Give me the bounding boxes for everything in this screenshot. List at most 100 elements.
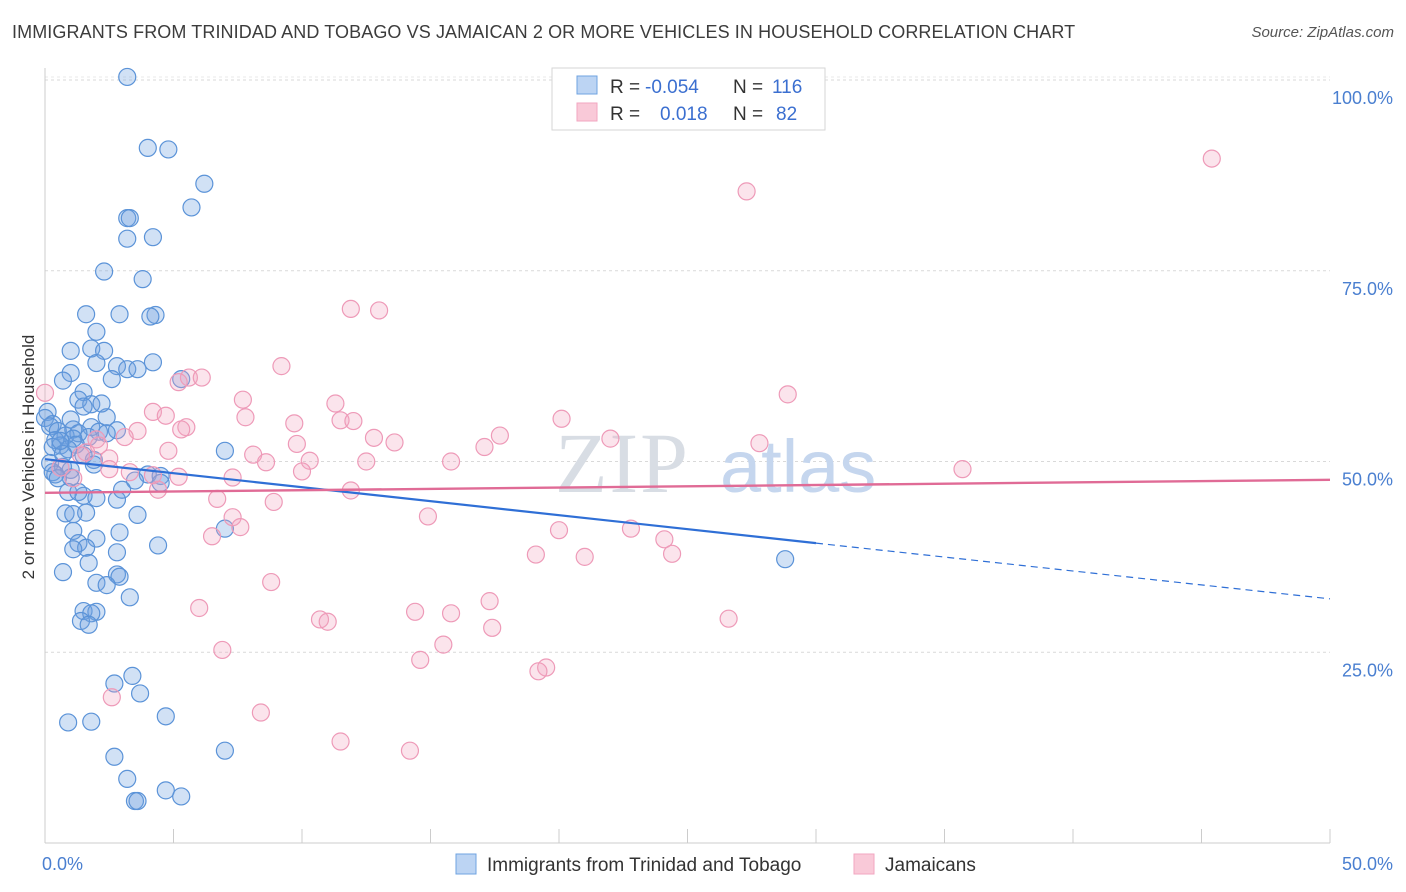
- pink-point-54: [526, 545, 545, 564]
- axes: [44, 68, 1331, 844]
- grid: [45, 76, 1330, 653]
- blue-point-102: [59, 713, 78, 732]
- blue-trend-line: [44, 458, 817, 545]
- pink-point-36: [256, 453, 276, 472]
- blue-point-12: [77, 305, 96, 324]
- bottom-legend-label-pink: Jamaicans: [885, 855, 976, 876]
- blue-point-19: [87, 353, 106, 373]
- blue-point-104: [215, 741, 234, 760]
- pink-point-13: [156, 406, 175, 425]
- blue-point-85: [79, 553, 98, 573]
- pink-point-35: [441, 452, 461, 471]
- legend-r-label-1: R =: [610, 77, 640, 98]
- pink-point-77: [71, 446, 91, 465]
- pink-point-2: [341, 299, 360, 318]
- pink-point-41: [169, 467, 188, 486]
- pink-point-76: [115, 427, 134, 447]
- legend-r-label-2: R =: [610, 104, 640, 125]
- pink-point-79: [385, 433, 404, 452]
- blue-point-73: [56, 504, 75, 523]
- pink-point-25: [750, 434, 769, 453]
- blue-point-115: [92, 394, 111, 413]
- pink-point-26: [287, 434, 306, 454]
- pink-point-51: [549, 521, 569, 540]
- pink-point-43: [148, 480, 168, 499]
- watermark-zip: ZIP: [555, 415, 690, 511]
- blue-point-34: [97, 408, 116, 427]
- blue-point-51: [215, 441, 234, 460]
- pink-point-60: [405, 602, 425, 621]
- legend-box: R = -0.054 N = 116 R = 0.018 N = 82: [551, 67, 826, 131]
- pink-point-78: [223, 468, 242, 487]
- pink-point-39: [120, 463, 139, 482]
- pink-point-63: [318, 612, 337, 631]
- blue-point-26: [102, 369, 121, 389]
- pink-point-42: [64, 469, 83, 488]
- blue-point-7: [118, 229, 137, 248]
- pink-point-50: [202, 527, 222, 546]
- blue-point-44: [69, 424, 88, 443]
- blue-point-4: [182, 198, 201, 217]
- y-tick-label-2: 50.0%: [1342, 470, 1393, 490]
- blue-point-100: [130, 684, 150, 703]
- bottom-legend: Immigrants from Trinidad and Tobago Jama…: [455, 853, 976, 876]
- pink-point-3: [370, 301, 389, 320]
- blue-point-96: [79, 615, 98, 634]
- blue-point-99: [105, 674, 124, 693]
- blue-point-1: [138, 138, 157, 158]
- pink-point-38: [100, 460, 119, 479]
- pink-point-58: [480, 592, 499, 611]
- pink-point-67: [213, 640, 232, 660]
- pink-point-20: [172, 420, 191, 439]
- blue-point-27: [172, 369, 191, 389]
- blue-point-69: [87, 489, 106, 508]
- x-tick-label-0: 0.0%: [42, 854, 83, 874]
- pink-point-0: [1202, 149, 1221, 168]
- blue-point-98: [123, 666, 142, 686]
- blue-point-84: [107, 543, 127, 562]
- blue-point-83: [64, 540, 83, 559]
- pink-point-72: [251, 703, 270, 722]
- pink-point-71: [102, 688, 121, 707]
- pink-point-81: [601, 429, 620, 448]
- pink-point-30: [159, 441, 178, 460]
- blue-trend-extension: [815, 542, 1331, 600]
- pink-point-5: [179, 368, 199, 387]
- blue-point-31: [74, 397, 93, 416]
- pink-point-37: [51, 458, 70, 477]
- y-tick-label-1: 75.0%: [1342, 279, 1393, 299]
- pink-point-59: [190, 598, 209, 618]
- blue-point-8: [143, 228, 163, 247]
- blue-point-81: [148, 536, 168, 555]
- series-pink-points: [35, 149, 1221, 760]
- pink-point-46: [264, 492, 283, 512]
- blue-point-0: [118, 67, 137, 87]
- blue-point-24: [61, 363, 80, 383]
- pink-point-55: [575, 547, 594, 566]
- chart-source: Source: ZipAtlas.com: [1251, 24, 1394, 41]
- pink-point-64: [719, 609, 738, 628]
- blue-point-101: [156, 707, 175, 726]
- blue-point-79: [87, 529, 106, 548]
- blue-point-110: [128, 791, 147, 811]
- pink-point-34: [357, 452, 376, 471]
- pink-point-61: [441, 604, 461, 623]
- blue-point-10: [133, 270, 152, 289]
- pink-point-18: [285, 414, 304, 433]
- pink-point-14: [236, 408, 255, 427]
- blue-point-21: [143, 353, 163, 372]
- blue-point-107: [156, 781, 175, 800]
- blue-point-11: [110, 305, 129, 324]
- legend-swatch-blue: [576, 75, 598, 95]
- pink-point-10: [233, 390, 252, 409]
- x-tick-labels: 0.0% 50.0%: [42, 854, 1393, 874]
- pink-point-65: [483, 618, 502, 637]
- blue-point-25: [53, 371, 73, 390]
- legend-r-value-2: 0.018: [660, 104, 708, 125]
- blue-point-74: [64, 505, 83, 524]
- pink-point-28: [475, 437, 494, 457]
- pink-point-6: [192, 368, 211, 387]
- pink-point-22: [490, 426, 509, 445]
- blue-point-22: [118, 360, 137, 379]
